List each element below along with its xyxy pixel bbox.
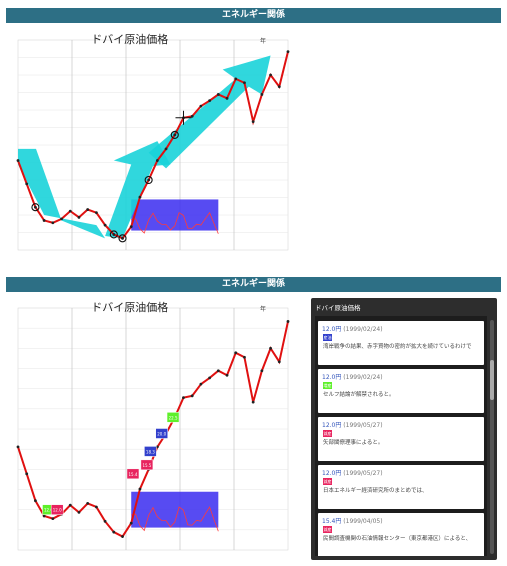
news-text: 矢部閣僚理事によると。 (323, 440, 479, 447)
data-point (60, 217, 63, 220)
data-point (43, 219, 46, 222)
news-tag: 増産 (323, 382, 332, 389)
header-bottom: エネルギー関係 (6, 277, 501, 292)
data-point (287, 50, 290, 53)
data-point (252, 120, 255, 123)
data-point (191, 115, 194, 118)
data-point (17, 446, 20, 449)
data-point (234, 77, 237, 80)
data-point (121, 535, 124, 538)
data-point (226, 374, 229, 377)
chart-bottom: ドバイ原油価格 年 12.0 12.0 15.4 15.5 18.3 20.0 22.5 (8, 296, 298, 560)
data-point (25, 182, 28, 185)
annotation-label: 12.0 (53, 508, 62, 513)
data-point (25, 472, 28, 475)
data-point (78, 216, 81, 219)
data-point (139, 196, 142, 199)
chart-title: ドバイ原油価格 (91, 32, 168, 46)
data-point (147, 179, 150, 182)
news-sidebar: ドバイ原油価格 12.0円 (1999/02/24) 産油 湾岸戦争の結果、赤字買物… (311, 298, 497, 560)
data-point (130, 522, 133, 525)
data-point (165, 147, 168, 150)
data-point (86, 502, 89, 505)
news-text: セルフ結論が解禁されると。 (323, 392, 479, 399)
data-point (78, 511, 81, 514)
annotation-label: 18.3 (146, 449, 155, 454)
data-point (217, 93, 220, 96)
data-point (43, 515, 46, 518)
data-point (200, 105, 203, 108)
annotation-label: 20.0 (157, 431, 166, 436)
news-text: 湾岸戦争の結果、赤字買物の密約が拡大を続けているわけで (323, 344, 479, 351)
data-point (156, 159, 159, 162)
data-point (51, 517, 54, 520)
data-point (104, 224, 107, 227)
data-point (69, 210, 72, 213)
data-point (17, 159, 20, 162)
data-point (208, 377, 211, 380)
news-text: 民間調査機関の石油情報センター（東京都港区）によると、 (323, 536, 479, 543)
news-price: 15.4円 (1999/04/05) (322, 516, 383, 525)
news-item[interactable]: 15.4円 (1999/04/05) 減産民間調査機関の石油情報センター（東京都港… (318, 513, 484, 556)
data-point (243, 356, 246, 359)
scroll-thumb[interactable] (490, 360, 494, 400)
data-point (226, 97, 229, 100)
data-point (234, 351, 237, 354)
news-item[interactable]: 12.0円 (1999/05/27) 減産矢部閣僚理事によると。 (318, 417, 484, 461)
chart-top: ドバイ原油価格 年 (8, 28, 298, 260)
data-point (112, 531, 115, 534)
news-list[interactable]: 12.0円 (1999/02/24) 産油 湾岸戦争の結果、赤字買物の密約が拡大を続… (315, 316, 487, 556)
data-point (287, 320, 290, 323)
data-point (34, 499, 37, 502)
news-tag: 減産 (323, 526, 332, 533)
news-price: 12.0円 (1999/05/27) (322, 468, 383, 477)
data-point (139, 488, 142, 491)
chart-panel-bottom: ドバイ原油価格 年 12.0 12.0 15.4 15.5 18.3 20.0 22.5 (8, 296, 298, 560)
chart-title: ドバイ原油価格 (91, 300, 168, 314)
data-point (112, 233, 115, 236)
data-point (95, 211, 98, 214)
data-point (121, 237, 124, 240)
news-item[interactable]: 12.0円 (1999/02/24) 産油湾岸戦争の結果、赤字買物の密約が拡大を続… (318, 321, 484, 365)
news-tag: 減産 (323, 430, 332, 437)
data-point (217, 369, 220, 372)
data-point (269, 74, 272, 77)
data-point (86, 208, 89, 211)
data-point (34, 206, 37, 209)
header-top: エネルギー関係 (6, 8, 501, 23)
chart-corner-label: 年 (260, 37, 266, 45)
data-point (208, 99, 211, 102)
data-point (278, 85, 281, 88)
data-point (191, 394, 194, 397)
news-price: 12.0円 (1999/02/24) (322, 324, 383, 333)
news-tag: 産油 (323, 334, 332, 341)
annotation-label: 22.5 (169, 415, 178, 420)
data-point (69, 504, 72, 507)
data-point (104, 520, 107, 523)
chart-corner-label: 年 (260, 305, 266, 313)
chart-panel-top: ドバイ原油価格 年 (8, 28, 298, 260)
data-point (95, 506, 98, 509)
news-item[interactable]: 12.0円 (1999/02/24) 増産セルフ結論が解禁されると。 (318, 369, 484, 413)
data-point (269, 347, 272, 350)
data-point (260, 93, 263, 96)
news-tag: 減産 (323, 478, 332, 485)
data-point (130, 225, 133, 228)
news-price: 12.0円 (1999/05/27) (322, 420, 383, 429)
data-point (182, 396, 185, 399)
data-point (51, 221, 54, 224)
news-price: 12.0円 (1999/02/24) (322, 372, 383, 381)
data-point (173, 133, 176, 136)
data-point (252, 401, 255, 404)
data-point (200, 383, 203, 386)
sidebar-scrollbar[interactable] (490, 320, 494, 554)
sidebar-title: ドバイ原油価格 (315, 302, 361, 312)
annotation-label: 15.5 (142, 463, 151, 468)
data-point (278, 360, 281, 363)
news-text: 日本エネルギー経済研究所のまとめでは、 (323, 488, 479, 495)
news-item[interactable]: 12.0円 (1999/05/27) 減産日本エネルギー経済研究所のまとめでは、 (318, 465, 484, 509)
data-point (243, 81, 246, 84)
data-point (260, 369, 263, 372)
annotation-label: 15.4 (129, 472, 138, 477)
